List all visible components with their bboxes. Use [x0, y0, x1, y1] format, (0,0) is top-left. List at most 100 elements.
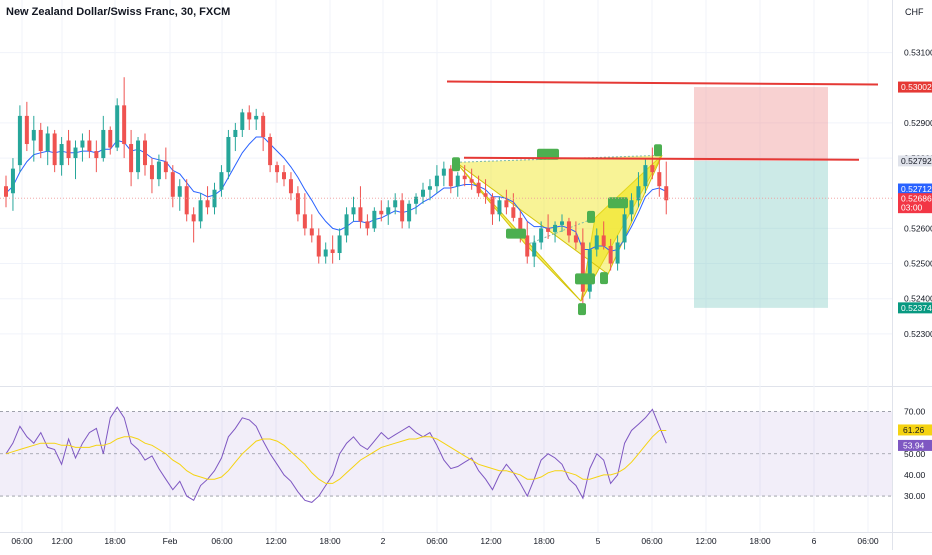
candle[interactable]	[254, 108, 259, 130]
candle[interactable]	[455, 172, 460, 197]
candle[interactable]	[66, 129, 71, 166]
candle[interactable]	[108, 126, 113, 155]
candle[interactable]	[261, 112, 266, 152]
candle[interactable]	[233, 122, 238, 152]
candle[interactable]	[483, 179, 488, 204]
candle[interactable]	[434, 165, 439, 194]
candle[interactable]	[358, 186, 363, 229]
candle[interactable]	[115, 98, 120, 152]
candle[interactable]	[351, 196, 356, 222]
candle[interactable]	[539, 221, 544, 250]
candle[interactable]	[393, 193, 398, 215]
pattern-point-marker[interactable]	[608, 197, 628, 209]
candle[interactable]	[414, 193, 419, 215]
candle[interactable]	[282, 165, 286, 187]
candle[interactable]	[17, 105, 22, 173]
candle[interactable]	[323, 242, 328, 264]
candle[interactable]	[462, 165, 467, 187]
candle[interactable]	[601, 221, 606, 250]
candle[interactable]	[247, 105, 252, 130]
candle[interactable]	[87, 129, 92, 159]
pattern-point-marker[interactable]	[537, 148, 559, 160]
candle[interactable]	[546, 214, 551, 239]
candle[interactable]	[629, 193, 634, 222]
candle[interactable]	[497, 196, 502, 222]
candle[interactable]	[636, 172, 641, 208]
pattern-point-marker[interactable]	[578, 303, 586, 316]
candle[interactable]	[525, 221, 530, 264]
candle[interactable]	[379, 200, 384, 222]
candle[interactable]	[615, 235, 620, 271]
candle[interactable]	[163, 147, 168, 180]
candle[interactable]	[566, 217, 571, 243]
candle[interactable]	[205, 186, 210, 215]
candle[interactable]	[372, 207, 377, 232]
candle[interactable]	[643, 158, 648, 194]
candle[interactable]	[101, 115, 106, 162]
stop-loss-zone[interactable]	[694, 87, 828, 161]
candle[interactable]	[94, 140, 99, 173]
candle[interactable]	[302, 193, 307, 236]
take-profit-zone[interactable]	[694, 160, 828, 308]
candle[interactable]	[573, 221, 578, 250]
pattern-point-marker[interactable]	[506, 228, 526, 239]
candle[interactable]	[295, 186, 300, 222]
candle[interactable]	[226, 129, 231, 180]
price-pane[interactable]	[0, 0, 892, 385]
candle[interactable]	[170, 165, 175, 208]
candle[interactable]	[427, 179, 432, 201]
candle[interactable]	[400, 193, 405, 229]
pattern-point-marker[interactable]	[575, 273, 595, 285]
candle[interactable]	[143, 133, 147, 176]
candle[interactable]	[448, 165, 453, 194]
candle[interactable]	[337, 228, 342, 261]
candle[interactable]	[657, 158, 662, 197]
candle[interactable]	[476, 175, 481, 197]
pattern-point-marker[interactable]	[654, 144, 662, 157]
candle[interactable]	[31, 115, 36, 162]
candle[interactable]	[191, 207, 196, 243]
candle[interactable]	[622, 207, 627, 250]
candle[interactable]	[129, 129, 134, 187]
candle[interactable]	[52, 129, 57, 173]
candle[interactable]	[240, 108, 245, 137]
candle[interactable]	[316, 228, 321, 264]
pattern-point-marker[interactable]	[600, 272, 608, 285]
candle[interactable]	[184, 179, 189, 222]
candle[interactable]	[365, 214, 370, 236]
candle[interactable]	[177, 179, 182, 211]
candle[interactable]	[288, 172, 293, 201]
candle[interactable]	[80, 133, 85, 162]
candle[interactable]	[212, 182, 217, 215]
candle[interactable]	[275, 161, 280, 183]
candle[interactable]	[421, 182, 425, 204]
candle[interactable]	[553, 221, 558, 243]
candle[interactable]	[469, 168, 474, 190]
candle[interactable]	[219, 165, 224, 197]
candle[interactable]	[650, 147, 655, 180]
candle[interactable]	[344, 207, 349, 243]
candle[interactable]	[149, 158, 154, 194]
candle[interactable]	[504, 189, 509, 215]
candle[interactable]	[4, 175, 8, 208]
candle[interactable]	[309, 214, 314, 243]
candle[interactable]	[407, 200, 412, 229]
candle[interactable]	[560, 214, 564, 232]
candle[interactable]	[156, 154, 161, 187]
candle[interactable]	[441, 161, 446, 187]
candle[interactable]	[664, 161, 669, 215]
candle[interactable]	[45, 126, 50, 166]
candle[interactable]	[386, 200, 391, 225]
candle[interactable]	[587, 242, 592, 299]
resistance-line[interactable]	[446, 80, 879, 86]
candle[interactable]	[268, 133, 273, 173]
candle[interactable]	[73, 140, 78, 180]
entry-level-line[interactable]	[463, 156, 860, 161]
candle[interactable]	[330, 235, 335, 264]
candle[interactable]	[594, 228, 599, 257]
pattern-point-marker[interactable]	[452, 157, 460, 172]
candle[interactable]	[580, 228, 585, 306]
candle[interactable]	[608, 238, 613, 271]
candle[interactable]	[532, 235, 537, 268]
